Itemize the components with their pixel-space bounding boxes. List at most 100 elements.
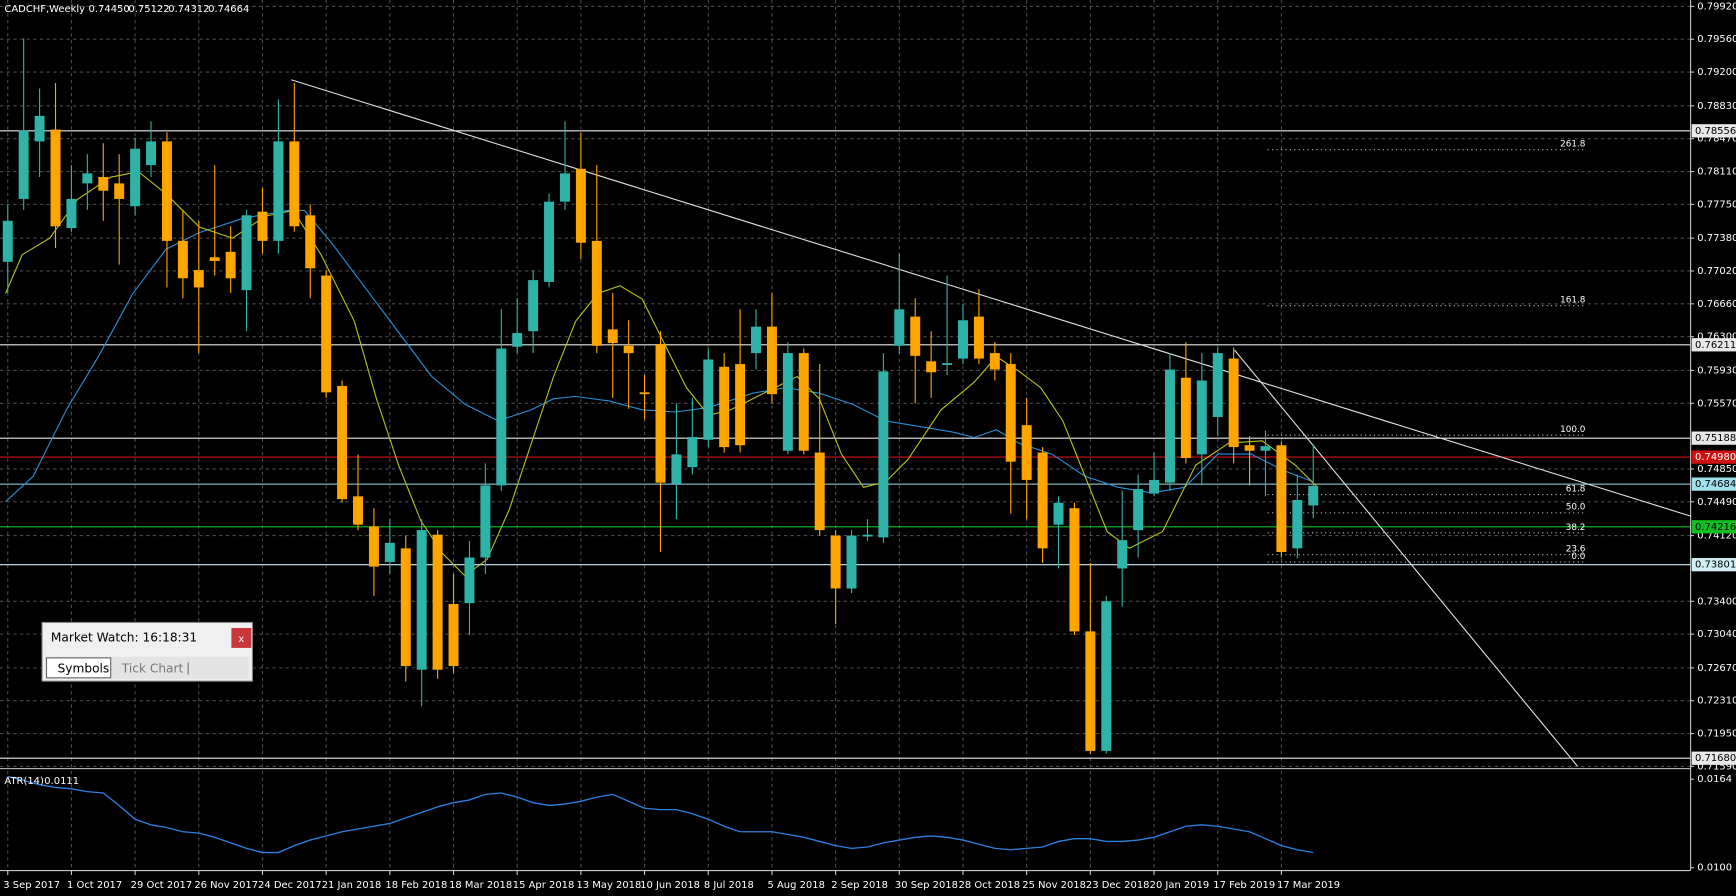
candle-body bbox=[114, 183, 125, 199]
candle-body bbox=[735, 364, 746, 446]
tab[interactable] bbox=[45, 657, 112, 679]
candle-body bbox=[655, 343, 666, 483]
y-tick-label: 0.78110 bbox=[1697, 167, 1736, 178]
x-tick-label: 5 Aug 2018 bbox=[768, 880, 825, 891]
candle-body bbox=[751, 326, 762, 354]
x-tick-label: 18 Feb 2018 bbox=[385, 880, 447, 891]
candle-body bbox=[161, 141, 172, 241]
candle-body bbox=[1276, 445, 1287, 553]
candle-body bbox=[926, 361, 937, 373]
candle-body bbox=[973, 316, 984, 359]
candle-body bbox=[193, 270, 204, 288]
candle-body bbox=[703, 359, 714, 440]
level-label: 0.74684 bbox=[1695, 479, 1736, 490]
fib-label: 61.8 bbox=[1566, 484, 1586, 494]
candle-body bbox=[130, 148, 141, 207]
y-tick-label: 0.76300 bbox=[1697, 332, 1736, 343]
level-box bbox=[1691, 520, 1736, 534]
candles bbox=[2, 38, 1319, 754]
ohlc-value: 0.75122 bbox=[128, 4, 169, 15]
atr-panel: 0.0164 0.0100 bbox=[7, 774, 1732, 874]
ohlc-value: 0.74664 bbox=[208, 4, 249, 15]
candle-body bbox=[1133, 489, 1144, 531]
candle-body bbox=[1244, 445, 1255, 451]
axes: 0.79920 0.79560 0.79200 0.78830 0.78470 0.781… bbox=[3, 1, 1736, 891]
candle-body bbox=[814, 452, 825, 531]
market-watch: Market Watch: 16:18:31 x Symbols Tick Ch… bbox=[41, 621, 253, 682]
y-tick-label: 0.79560 bbox=[1697, 34, 1736, 45]
fibonacci: 261.8 161.8 100.0 61.8 50.0 38.2 23.60.0 bbox=[1267, 140, 1586, 563]
candle-body bbox=[878, 371, 889, 538]
y-tick-label: 0.74850 bbox=[1697, 464, 1736, 475]
y-tick-label: 0.76660 bbox=[1697, 299, 1736, 310]
candle-body bbox=[305, 215, 316, 269]
candle-body bbox=[98, 177, 109, 191]
level-box bbox=[1691, 338, 1736, 352]
candle-body bbox=[496, 348, 507, 486]
candle-body bbox=[289, 141, 300, 227]
ohlc-value: 0.74450 bbox=[89, 4, 130, 15]
levels bbox=[0, 130, 1691, 759]
candle-body bbox=[1212, 353, 1223, 417]
level-box bbox=[1691, 751, 1736, 765]
candle-body bbox=[257, 211, 268, 241]
level-box bbox=[1691, 558, 1736, 572]
fib-label: 0.0 bbox=[1571, 552, 1585, 562]
candle-body bbox=[1228, 358, 1239, 448]
candle-body bbox=[798, 353, 809, 451]
level-label: 0.76211 bbox=[1695, 340, 1736, 351]
candle-body bbox=[321, 275, 332, 393]
candle-body bbox=[1005, 364, 1016, 462]
candle-body bbox=[512, 333, 523, 347]
candle-body bbox=[671, 454, 682, 484]
fib-label: 38.2 bbox=[1566, 523, 1586, 533]
candle-body bbox=[400, 548, 411, 667]
trend-line bbox=[1234, 349, 1579, 767]
atr-line bbox=[7, 775, 1314, 854]
candle-body bbox=[1164, 369, 1175, 483]
candle-body bbox=[2, 220, 13, 262]
atr-label: ATR(14) bbox=[4, 776, 44, 787]
y-tick-label: 0.71590 bbox=[1697, 761, 1736, 772]
candle-body bbox=[225, 251, 236, 279]
candle-body bbox=[1292, 499, 1303, 549]
x-tick-label: 29 Oct 2017 bbox=[131, 880, 193, 891]
close-label[interactable]: x bbox=[238, 634, 244, 645]
candle-body bbox=[241, 215, 252, 291]
candle-body bbox=[18, 130, 29, 199]
level-box bbox=[1691, 431, 1736, 445]
x-tick-label: 28 Oct 2018 bbox=[959, 880, 1021, 891]
fib-label: 261.8 bbox=[1560, 140, 1586, 150]
y-tick-label: 0.79200 bbox=[1697, 67, 1736, 78]
fib-label: 100.0 bbox=[1560, 425, 1586, 435]
x-tick-label: 30 Sep 2018 bbox=[895, 880, 958, 891]
close-button[interactable] bbox=[231, 627, 252, 648]
candle-body bbox=[1037, 452, 1048, 549]
x-tick-label: 18 Mar 2018 bbox=[449, 880, 512, 891]
candle-body bbox=[209, 257, 220, 261]
level-label: 0.74980 bbox=[1695, 452, 1736, 463]
tab-label[interactable]: Tick Chart bbox=[121, 661, 184, 675]
level-label: 0.78556 bbox=[1695, 126, 1736, 137]
x-tick-label: 10 Jun 2018 bbox=[640, 880, 700, 891]
level-label: 0.75188 bbox=[1695, 433, 1736, 444]
candle-body bbox=[1117, 540, 1128, 569]
candle-body bbox=[575, 168, 586, 243]
candle-body bbox=[384, 542, 395, 563]
candle-body bbox=[82, 173, 93, 184]
window-title: Market Watch: 16:18:31 bbox=[51, 630, 197, 644]
candle-body bbox=[353, 496, 363, 525]
trend-line bbox=[291, 79, 1691, 517]
candle-body bbox=[1021, 425, 1032, 480]
x-tick-label: 2 Sep 2018 bbox=[831, 880, 888, 891]
candle-body bbox=[623, 345, 634, 354]
level-box bbox=[1691, 477, 1736, 491]
candle-body bbox=[639, 392, 650, 395]
y-tick-label: 0.74120 bbox=[1697, 531, 1736, 542]
symbol: CADCHF,Weekly bbox=[4, 4, 85, 15]
tab-label[interactable]: Symbols bbox=[58, 661, 110, 675]
candle-body bbox=[989, 353, 1000, 370]
candle-body bbox=[464, 557, 475, 604]
y-tick-label: 0.77020 bbox=[1697, 266, 1736, 277]
